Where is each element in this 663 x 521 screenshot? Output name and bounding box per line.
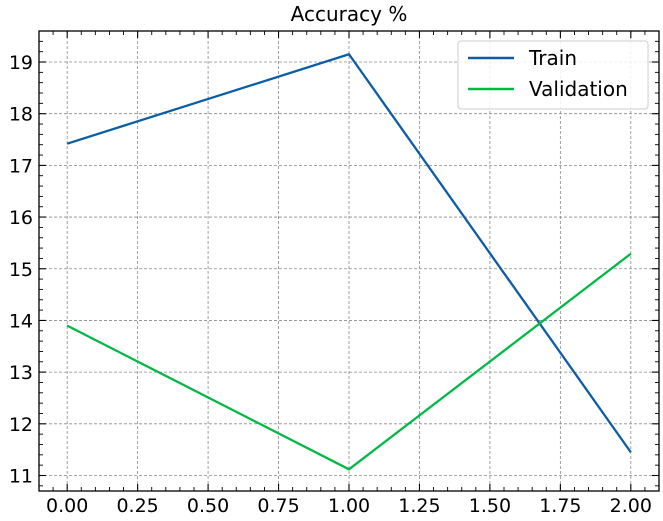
x-tick-label: 1.25: [398, 495, 440, 517]
y-tick-label: 11: [9, 465, 33, 487]
x-tick-label: 0.25: [116, 495, 158, 517]
plot-frame: [38, 30, 660, 492]
y-tick-label: 17: [9, 155, 33, 177]
y-tick-label: 18: [9, 104, 33, 126]
y-tick-labels: 11 12 13 14 15 16 17 18 19: [9, 52, 33, 487]
x-tick-label: 1.00: [328, 495, 370, 517]
y-tick-label: 14: [9, 310, 33, 332]
y-tick-label: 16: [9, 207, 33, 229]
legend-label-train: Train: [528, 46, 577, 70]
x-tick-label: 0.00: [46, 495, 88, 517]
legend: Train Validation: [457, 40, 649, 110]
y-tick-label: 13: [9, 362, 33, 384]
x-tick-label: 2.00: [610, 495, 652, 517]
series-lines: [66, 53, 632, 471]
x-tick-label: 1.75: [539, 495, 581, 517]
y-tick-label: 19: [9, 52, 33, 74]
x-tick-label: 0.50: [187, 495, 229, 517]
y-tick-label: 15: [9, 259, 33, 281]
chart-title: Accuracy %: [291, 2, 408, 26]
y-tick-label: 12: [9, 414, 33, 436]
x-tick-labels: 0.00 0.25 0.50 0.75 1.00 1.25 1.50 1.75 2.00: [46, 495, 652, 517]
x-tick-label: 0.75: [257, 495, 299, 517]
legend-label-validation: Validation: [529, 77, 628, 101]
axis-ticks: [38, 30, 660, 491]
x-tick-label: 1.50: [469, 495, 511, 517]
